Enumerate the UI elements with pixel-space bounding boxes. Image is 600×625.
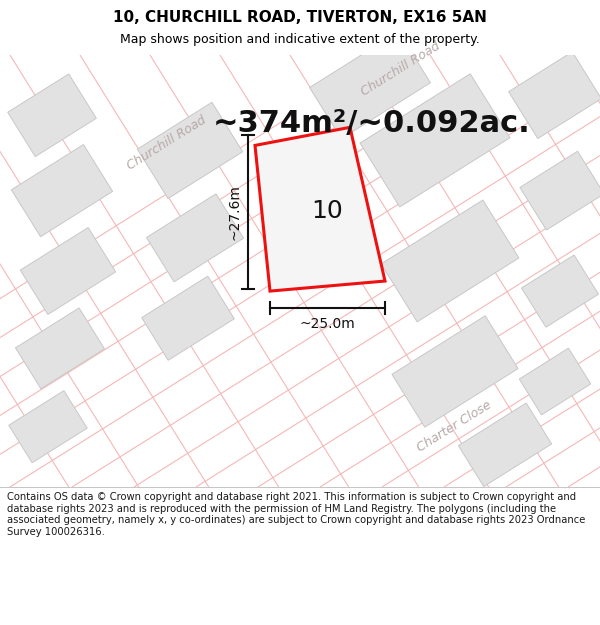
Polygon shape: [520, 151, 600, 230]
Polygon shape: [9, 391, 87, 462]
Text: ~27.6m: ~27.6m: [227, 184, 241, 240]
Text: Map shows position and indicative extent of the property.: Map shows position and indicative extent…: [120, 33, 480, 46]
Polygon shape: [381, 200, 519, 322]
Polygon shape: [392, 316, 518, 427]
Polygon shape: [519, 348, 591, 415]
Polygon shape: [142, 276, 235, 360]
Polygon shape: [360, 74, 510, 207]
Text: Churchill Road: Churchill Road: [125, 114, 208, 173]
Text: Charter Close: Charter Close: [415, 398, 494, 454]
Text: 10: 10: [311, 199, 343, 223]
Polygon shape: [20, 228, 116, 314]
Text: ~374m²/~0.092ac.: ~374m²/~0.092ac.: [213, 109, 531, 138]
Polygon shape: [509, 52, 600, 139]
Polygon shape: [8, 74, 97, 157]
Polygon shape: [521, 255, 598, 328]
Text: ~25.0m: ~25.0m: [299, 318, 355, 331]
Polygon shape: [146, 194, 244, 282]
Polygon shape: [255, 127, 385, 291]
Text: Churchill Road: Churchill Road: [359, 39, 442, 99]
Polygon shape: [11, 144, 113, 237]
Text: 10, CHURCHILL ROAD, TIVERTON, EX16 5AN: 10, CHURCHILL ROAD, TIVERTON, EX16 5AN: [113, 10, 487, 25]
Polygon shape: [16, 308, 104, 389]
Text: Contains OS data © Crown copyright and database right 2021. This information is : Contains OS data © Crown copyright and d…: [7, 492, 586, 537]
Polygon shape: [137, 102, 242, 199]
Polygon shape: [458, 403, 551, 486]
Polygon shape: [310, 32, 430, 139]
